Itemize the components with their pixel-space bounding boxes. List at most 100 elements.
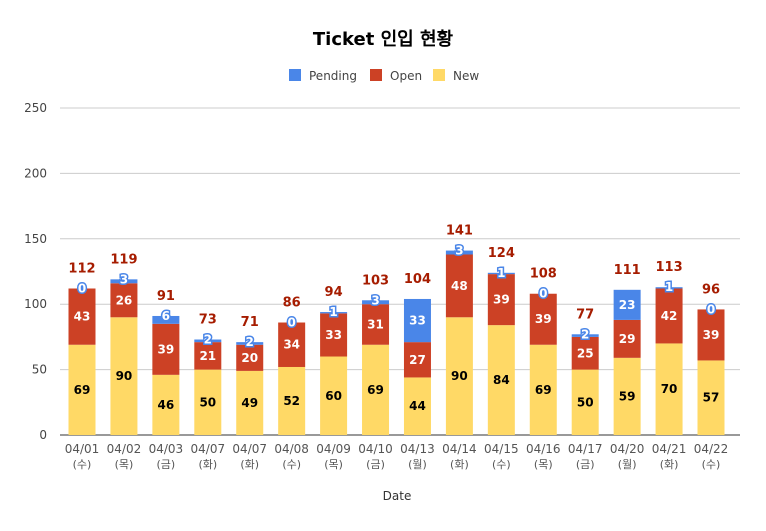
data-label-new: 44 [409, 399, 426, 413]
data-label-pending: 0 [707, 302, 715, 316]
y-tick-label: 50 [32, 363, 47, 377]
y-tick-label: 0 [39, 428, 47, 442]
bar-segment-new [571, 369, 599, 435]
data-label-open: 39 [703, 328, 720, 342]
bar-segment-open [320, 313, 348, 357]
bar-segment-pending [194, 339, 222, 343]
bar-segment-new [278, 366, 306, 435]
legend-label-new: New [453, 69, 479, 83]
y-tick-label: 250 [24, 101, 47, 115]
x-tick-weekday: (수) [73, 458, 92, 471]
bar-segment-pending [152, 315, 180, 324]
x-tick-label: 04/13 [400, 442, 435, 456]
total-label: 94 [325, 285, 343, 300]
legend-label-pending: Pending [309, 69, 357, 83]
data-label-new: 60 [325, 389, 342, 403]
bar-segment-open [110, 283, 138, 318]
data-label-open: 25 [577, 346, 594, 360]
bar-segment-new [236, 370, 264, 435]
total-label: 96 [702, 282, 720, 297]
data-label-open: 20 [241, 351, 258, 365]
bar-segment-open [362, 304, 390, 345]
x-tick-label: 04/07 [232, 442, 267, 456]
bar-segment-open [236, 344, 264, 371]
total-label: 77 [576, 307, 594, 322]
total-label: 91 [157, 289, 175, 304]
x-tick-label: 04/16 [526, 442, 561, 456]
bar-segment-new [655, 343, 683, 435]
data-label-pending: 0 [78, 282, 86, 296]
legend-swatch-new [433, 69, 445, 81]
bar-segment-open [445, 254, 473, 318]
data-label-new: 49 [241, 396, 258, 410]
bar-segment-pending [613, 289, 641, 320]
bar-segment-new [403, 377, 431, 435]
bar-segment-new [487, 325, 515, 435]
x-tick-weekday: (수) [282, 458, 301, 471]
x-tick-weekday: (수) [492, 458, 511, 471]
data-label-open: 42 [661, 309, 678, 323]
legend-swatch-pending [289, 69, 301, 81]
total-label: 113 [655, 260, 682, 275]
data-label-pending: 23 [619, 298, 636, 312]
data-label-open: 26 [116, 293, 133, 307]
data-label-open: 39 [493, 293, 510, 307]
bar-segment-pending [487, 272, 515, 275]
bar-segment-new [697, 360, 725, 435]
data-label-pending: 3 [371, 293, 379, 307]
y-tick-label: 100 [24, 297, 47, 311]
x-tick-label: 04/20 [610, 442, 645, 456]
data-label-new: 57 [703, 391, 720, 405]
x-tick-weekday: (화) [660, 458, 679, 471]
data-label-new: 90 [116, 369, 133, 383]
total-label: 108 [530, 267, 557, 282]
total-label: 119 [110, 252, 137, 267]
x-tick-weekday: (화) [450, 458, 469, 471]
bar-segment-new [194, 369, 222, 435]
data-label-pending: 0 [287, 316, 295, 330]
bar-segment-pending [445, 250, 473, 255]
data-label-open: 21 [199, 349, 216, 363]
data-label-new: 50 [199, 395, 216, 409]
total-label: 73 [199, 313, 217, 328]
data-label-open: 31 [367, 317, 384, 331]
bar-segment-pending [362, 300, 390, 305]
bar-segment-new [68, 344, 96, 435]
x-tick-label: 04/02 [107, 442, 142, 456]
bar-segment-pending [403, 298, 431, 343]
data-label-open: 43 [74, 310, 91, 324]
x-tick-label: 04/01 [65, 442, 100, 456]
bar-segment-open [655, 288, 683, 344]
bar-segment-open [403, 342, 431, 378]
bar-segment-open [278, 322, 306, 367]
bar-segment-open [613, 319, 641, 358]
data-label-pending: 2 [581, 327, 589, 341]
bar-segment-open [68, 288, 96, 345]
data-label-new: 69 [367, 383, 384, 397]
x-tick-label: 04/10 [358, 442, 393, 456]
bar-segment-open [697, 309, 725, 361]
data-label-open: 29 [619, 332, 636, 346]
data-label-pending: 6 [162, 309, 170, 323]
x-tick-weekday: (화) [198, 458, 217, 471]
x-tick-label: 04/07 [191, 442, 226, 456]
data-label-new: 90 [451, 369, 468, 383]
bar-segment-new [613, 357, 641, 435]
total-label: 86 [283, 296, 301, 311]
x-tick-label: 04/03 [149, 442, 184, 456]
x-tick-label: 04/22 [694, 442, 729, 456]
bar-segment-new [362, 344, 390, 435]
x-tick-label: 04/15 [484, 442, 519, 456]
bar-segment-open [152, 323, 180, 375]
data-label-pending: 33 [409, 314, 426, 328]
total-label: 104 [404, 272, 431, 287]
data-label-pending: 1 [665, 280, 673, 294]
data-label-pending: 0 [539, 287, 547, 301]
legend-swatch-open [370, 69, 382, 81]
x-tick-weekday: (금) [157, 458, 176, 471]
data-label-pending: 3 [455, 244, 463, 258]
data-label-pending: 2 [204, 333, 212, 347]
bar-segment-new [320, 356, 348, 435]
